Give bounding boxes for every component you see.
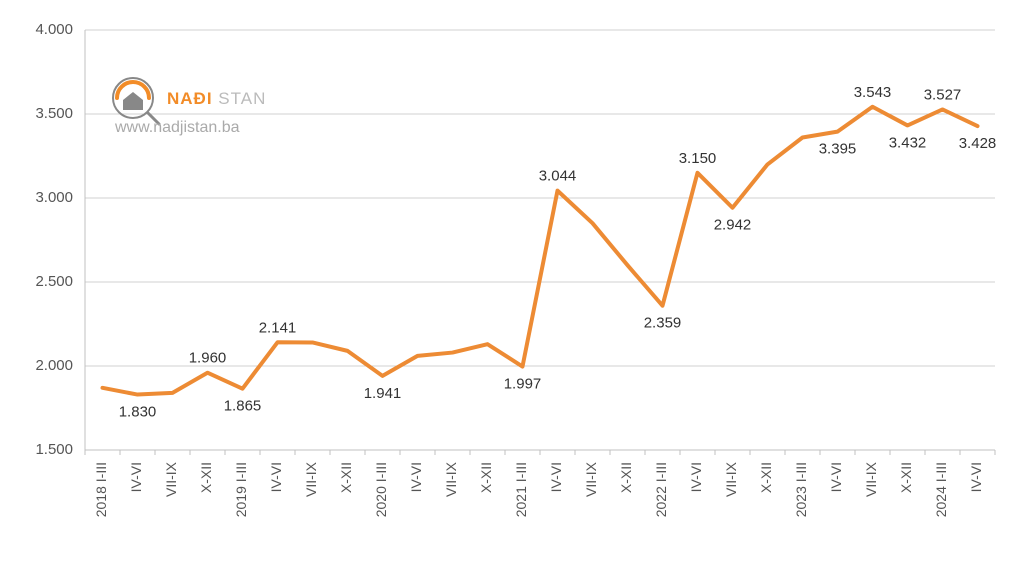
data-label: 3.044 (539, 168, 577, 185)
line-chart: 1.500 2.000 2.500 3.000 3.500 4.000 2018 I-III… (0, 0, 1024, 576)
y-tick-label: 3.000 (35, 189, 73, 206)
data-label: 3.543 (854, 84, 892, 101)
y-tick-label: 4.000 (35, 21, 73, 38)
x-tick-label: 2018 I-III (93, 462, 109, 517)
data-label: 2.942 (714, 217, 752, 234)
x-tick-label: X-XII (898, 462, 914, 493)
x-tick-label: IV-VI (128, 462, 144, 492)
x-tick-label: VII-IX (723, 461, 739, 497)
data-label: 3.432 (889, 134, 927, 151)
logo-house-icon (123, 92, 143, 110)
data-label: 3.395 (819, 141, 857, 158)
x-tick-label: 2024 I-III (933, 462, 949, 517)
x-tick-label: 2020 I-III (373, 462, 389, 517)
data-label: 3.150 (679, 150, 717, 167)
x-tick-label: 2023 I-III (793, 462, 809, 517)
x-tick-label: IV-VI (268, 462, 284, 492)
data-label: 3.527 (924, 86, 962, 103)
x-tick-label: X-XII (198, 462, 214, 493)
data-label: 2.141 (259, 319, 297, 336)
x-tick-label: IV-VI (968, 462, 984, 492)
data-label: 2.359 (644, 315, 682, 332)
x-tick-label: X-XII (478, 462, 494, 493)
brand-url: www.nadjistan.ba (114, 119, 240, 136)
x-tick-label: 2021 I-III (513, 462, 529, 517)
x-tick-label: VII-IX (303, 461, 319, 497)
brand-text: NAĐI STAN (167, 89, 266, 108)
data-label: 1.960 (189, 350, 227, 367)
x-tick-label: VII-IX (583, 461, 599, 497)
x-tick-label: IV-VI (688, 462, 704, 492)
x-tick-label: IV-VI (828, 462, 844, 492)
x-tick-label: X-XII (338, 462, 354, 493)
y-tick-label: 2.000 (35, 357, 73, 374)
x-tick-label: IV-VI (548, 462, 564, 492)
x-tick-label: VII-IX (163, 461, 179, 497)
x-tick-label: VII-IX (443, 461, 459, 497)
x-tick-label: IV-VI (408, 462, 424, 492)
x-tick-label: X-XII (618, 462, 634, 493)
x-tick-label: 2019 I-III (233, 462, 249, 517)
y-tick-label: 3.500 (35, 105, 73, 122)
y-tick-label: 1.500 (35, 441, 73, 458)
data-label: 1.830 (119, 404, 157, 421)
x-tick-label: 2022 I-III (653, 462, 669, 517)
data-label: 1.865 (224, 398, 262, 415)
x-tick-label: VII-IX (863, 461, 879, 497)
data-label: 1.997 (504, 376, 542, 393)
x-tick-label: X-XII (758, 462, 774, 493)
data-label: 3.428 (959, 135, 997, 152)
y-tick-label: 2.500 (35, 273, 73, 290)
data-label: 1.941 (364, 385, 402, 402)
